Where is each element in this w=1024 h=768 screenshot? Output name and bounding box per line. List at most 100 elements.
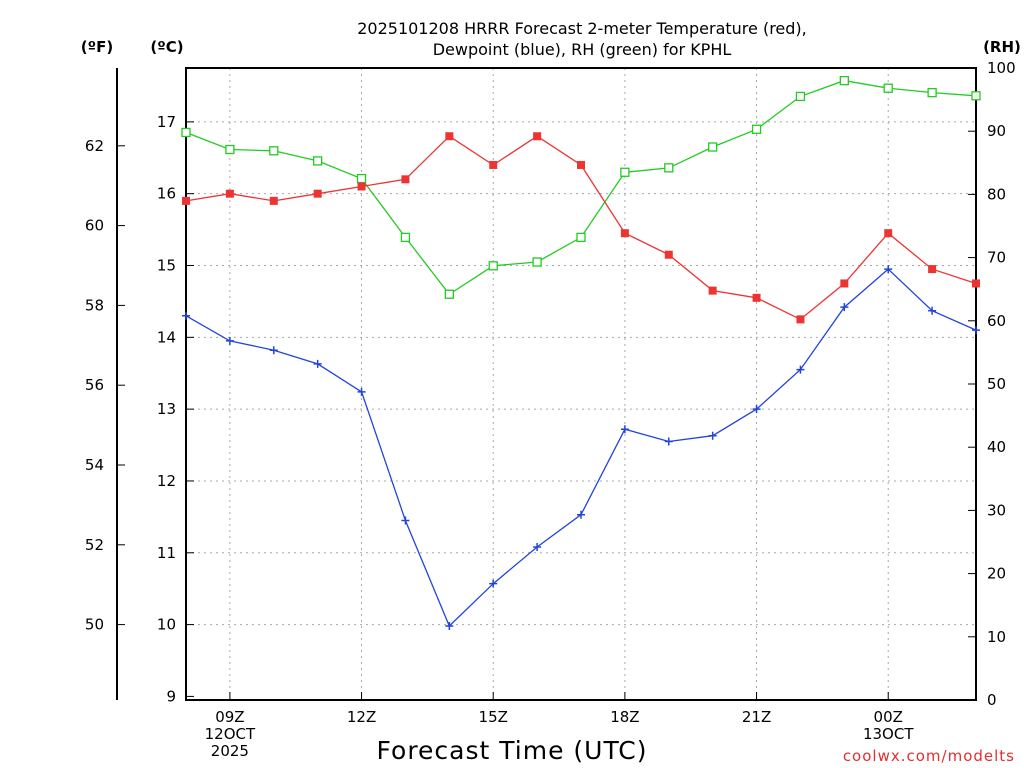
temperature-point	[401, 175, 410, 184]
rh-tick-label: 100	[987, 59, 1016, 77]
dewpoint-point	[972, 326, 980, 335]
temperature-point	[489, 160, 498, 169]
rh-point	[883, 83, 893, 93]
celsius-tick-label: 16	[157, 185, 176, 203]
rh-point	[532, 257, 542, 267]
rh-point	[971, 91, 981, 101]
temperature-point	[708, 286, 717, 295]
rh-point	[620, 167, 630, 177]
temperature-point	[664, 250, 673, 259]
celsius-tick-label: 15	[157, 257, 176, 275]
celsius-unit-label: (ºC)	[150, 38, 183, 56]
dewpoint-point	[489, 579, 498, 588]
celsius-tick-label: 17	[157, 113, 176, 131]
rh-tick-label: 10	[987, 628, 1006, 646]
dewpoint-point	[357, 387, 366, 396]
rh-point	[181, 127, 191, 138]
temperature-point	[577, 160, 585, 169]
temperature-point	[182, 196, 190, 205]
fahrenheit-tick-label: 58	[85, 296, 104, 314]
rh-point	[269, 146, 279, 156]
temperature-point	[357, 182, 366, 191]
rh-point	[839, 75, 849, 86]
fahrenheit-tick-label: 60	[85, 217, 104, 235]
temperature-point	[884, 229, 893, 238]
rh-point	[576, 232, 586, 243]
celsius-ticks: 9 10 11 12 13 14 15 16 17	[157, 113, 194, 705]
fahrenheit-tick-label: 50	[85, 616, 104, 634]
dewpoint-point	[708, 431, 717, 440]
rh-ticks: 0 10 20 30 40 50 60 70 80 90 100	[968, 59, 1016, 709]
x-tick-label: 2025	[211, 742, 249, 760]
rh-tick-label: 20	[987, 565, 1006, 583]
x-tick-label: 21Z	[742, 708, 771, 726]
celsius-tick-label: 12	[157, 472, 176, 490]
fahrenheit-tick-label: 62	[85, 137, 104, 155]
rh-point	[795, 91, 806, 102]
celsius-tick-label: 10	[157, 616, 176, 634]
rh-tick-label: 90	[987, 122, 1006, 140]
rh-tick-label: 30	[987, 501, 1006, 519]
rh-tick-label: 60	[987, 312, 1006, 330]
dewpoint-point	[664, 437, 673, 446]
temperature-point	[752, 293, 761, 302]
temperature-point	[445, 132, 454, 141]
x-tick-label: 12Z	[347, 708, 376, 726]
dewpoint-point	[182, 311, 190, 320]
rh-series	[181, 75, 981, 299]
celsius-tick-label: 14	[157, 328, 176, 346]
dewpoint-point	[401, 516, 410, 525]
x-tick-label: 13OCT	[863, 725, 914, 743]
rh-point	[400, 232, 411, 243]
fahrenheit-tick-label: 56	[85, 376, 104, 394]
temperature-point	[533, 132, 542, 141]
fahrenheit-tick-label: 52	[85, 536, 104, 554]
dewpoint-point	[577, 510, 585, 519]
rh-point	[313, 156, 323, 166]
rh-tick-label: 70	[987, 249, 1006, 267]
temperature-point	[620, 229, 629, 238]
rh-point	[356, 173, 367, 184]
dewpoint-point	[928, 306, 937, 315]
dewpoint-point	[620, 425, 629, 434]
x-axis-title: Forecast Time (UTC)	[377, 736, 648, 765]
plot-frame	[185, 67, 977, 701]
dewpoint-point	[840, 303, 849, 312]
rh-point	[927, 87, 937, 98]
celsius-tick-label: 13	[157, 400, 176, 418]
temperature-point	[796, 315, 805, 324]
dewpoint-point	[445, 622, 454, 631]
chart-title-line-1: 2025101208 HRRR Forecast 2-meter Tempera…	[357, 19, 807, 38]
temperature-point	[269, 196, 278, 205]
celsius-tick-label: 9	[166, 687, 176, 705]
temperature-point	[840, 279, 849, 288]
dewpoint-point	[533, 543, 542, 552]
temperature-point	[225, 189, 234, 198]
temperature-point	[928, 265, 937, 274]
dewpoint-point	[225, 336, 234, 345]
rh-tick-label: 80	[987, 185, 1006, 203]
temperature-point	[972, 279, 980, 288]
rh-point	[225, 144, 235, 155]
x-tick-label: 18Z	[610, 708, 639, 726]
rh-tick-label: 40	[987, 438, 1006, 456]
rh-tick-label: 0	[987, 691, 997, 709]
rh-point	[488, 261, 498, 271]
x-tick-label: 00Z	[874, 708, 903, 726]
dewpoint-point	[796, 365, 805, 374]
credit-text: coolwx.com/modelts	[843, 747, 1015, 765]
temperature-series	[182, 132, 980, 324]
x-tick-label: 15Z	[479, 708, 508, 726]
dewpoint-series	[182, 265, 980, 631]
rh-point	[444, 289, 454, 299]
fahrenheit-unit-label: (ºF)	[81, 38, 113, 56]
temperature-point	[313, 189, 322, 198]
fahrenheit-ticks: 50 52 54 56 58 60 62	[85, 137, 125, 634]
x-tick-label: 09Z	[215, 708, 244, 726]
dewpoint-point	[269, 346, 278, 355]
dewpoint-point	[752, 405, 761, 414]
dewpoint-point	[313, 359, 322, 368]
